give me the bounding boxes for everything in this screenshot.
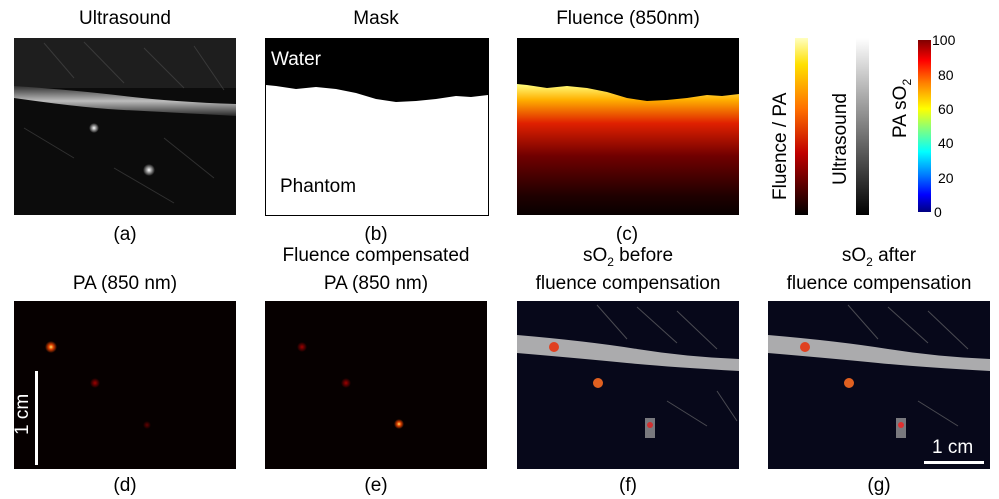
panel-d-title: PA (850 nm) bbox=[72, 273, 178, 294]
panel-d-caption: (d) bbox=[113, 475, 137, 496]
panel-a-title: Ultrasound bbox=[79, 8, 171, 29]
mask-phantom-label: Phantom bbox=[280, 176, 357, 197]
colorbar-ultrasound bbox=[856, 38, 869, 215]
panel-g-title-line2: fluence compensation bbox=[786, 273, 972, 294]
so2-tick-40: 40 bbox=[938, 135, 954, 151]
panel-e-title-line1: Fluence compensated bbox=[282, 245, 470, 266]
panel-e-title-line2: PA (850 nm) bbox=[323, 273, 429, 294]
panel-f-so2-before-image bbox=[517, 301, 739, 469]
colorbar-pa-so2-label: PA sO2 bbox=[890, 78, 914, 138]
panel-d-pa-image: 1 cm bbox=[14, 301, 236, 469]
colorbar-fluence-pa-label: Fluence / PA bbox=[770, 92, 791, 200]
panel-e-caption: (e) bbox=[364, 475, 388, 496]
panel-b-title: Mask bbox=[353, 8, 399, 29]
so2-tick-80: 80 bbox=[938, 67, 954, 83]
so2-tick-20: 20 bbox=[938, 170, 954, 186]
colorbar-ultrasound-label: Ultrasound bbox=[830, 93, 851, 185]
colorbar-pa-so2 bbox=[918, 40, 931, 212]
panel-b-mask-image: Water Phantom bbox=[265, 38, 489, 216]
panel-a-caption: (a) bbox=[113, 224, 137, 245]
panel-f-caption: (f) bbox=[619, 475, 637, 496]
panel-f-title-line2: fluence compensation bbox=[535, 273, 721, 294]
so2-tick-100: 100 bbox=[932, 32, 956, 48]
panel-b-caption: (b) bbox=[364, 224, 388, 245]
panel-g-scalebar bbox=[924, 461, 984, 464]
panel-a-ultrasound-image bbox=[14, 38, 236, 215]
panel-f-title-line1: sO2 before bbox=[582, 245, 674, 269]
mask-water-label: Water bbox=[271, 49, 321, 70]
panel-g-title-line1: sO2 after bbox=[841, 245, 917, 269]
panel-d-scalebar-label: 1 cm bbox=[14, 393, 33, 435]
panel-c-fluence-image bbox=[517, 38, 739, 215]
panel-d-scalebar bbox=[35, 371, 38, 465]
panel-g-scalebar-label: 1 cm bbox=[932, 437, 974, 458]
so2-tick-0: 0 bbox=[934, 204, 942, 220]
panel-g-caption: (g) bbox=[867, 475, 891, 496]
panel-c-title: Fluence (850nm) bbox=[556, 8, 700, 29]
panel-g-so2-after-image: 1 cm bbox=[768, 301, 990, 469]
so2-tick-60: 60 bbox=[938, 101, 954, 117]
panel-c-caption: (c) bbox=[615, 224, 639, 245]
panel-e-pa-compensated-image bbox=[265, 301, 487, 469]
colorbar-fluence-pa bbox=[795, 38, 808, 215]
